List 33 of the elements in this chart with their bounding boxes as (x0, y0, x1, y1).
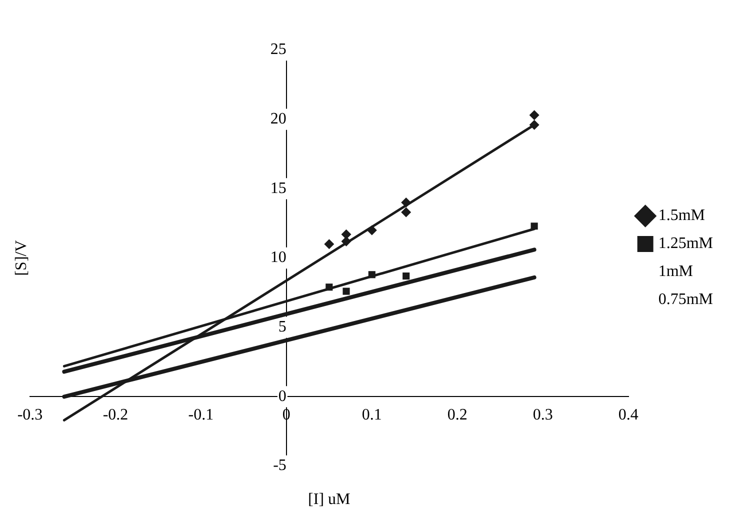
y-tick-label: 25 (270, 41, 286, 58)
legend-label: 1.5mM (658, 207, 705, 224)
point (402, 272, 410, 280)
y-tick-label: 0 (278, 388, 286, 405)
point (530, 222, 538, 230)
point (341, 236, 352, 246)
point (342, 288, 350, 295)
x-tick-label: -0.1 (188, 406, 214, 424)
point (529, 110, 540, 120)
point (368, 271, 376, 278)
point (366, 225, 377, 236)
text: 1mM (658, 263, 693, 280)
point (341, 229, 352, 240)
x-axis-title: [I] uM (308, 491, 350, 508)
y-axis-title: [S]/V (13, 240, 30, 276)
x-tick-label: 0.4 (618, 406, 638, 424)
x-tick-label: -0.3 (17, 406, 43, 424)
y-tick-label: -5 (273, 457, 286, 474)
y-tick-label: 20 (270, 110, 286, 128)
point (324, 239, 334, 250)
y-tick-label: 15 (270, 180, 286, 197)
x-tick-label: 0.3 (532, 406, 553, 424)
x-tick-label: 0.2 (447, 406, 468, 424)
x-tick-label: -0.2 (102, 406, 128, 424)
y-tick-label: 10 (270, 249, 286, 266)
point (326, 284, 333, 291)
legend-label: 1.25mM (658, 235, 713, 252)
point (401, 198, 412, 208)
point (401, 207, 412, 218)
x-tick-label: 0.1 (362, 406, 382, 424)
text: 0.75mM (658, 291, 713, 308)
y-tick-label: 5 (278, 318, 286, 336)
point (529, 120, 540, 130)
